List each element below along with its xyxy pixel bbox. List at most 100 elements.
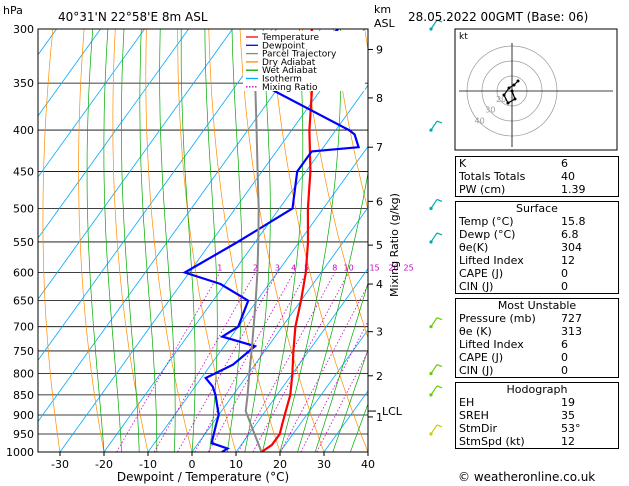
wet-adiabat <box>262 29 304 452</box>
wind-barb-dot <box>429 393 433 397</box>
dry-adiabat <box>333 29 368 211</box>
hodograph-point <box>502 93 506 97</box>
wet-adiabat <box>279 29 342 452</box>
dry-adiabat <box>112 29 149 452</box>
mixing-ratio-label: 15 <box>369 264 379 273</box>
hodograph-unit: kt <box>459 32 468 42</box>
mixing-ratio-line <box>237 272 336 452</box>
wind-barb <box>430 232 438 243</box>
surface-row: Temp (°C) 15.8 <box>456 215 619 228</box>
wet-adiabat <box>297 171 368 452</box>
hodograph-stat-label: StmSpd (kt) <box>459 435 525 448</box>
surface-label: CAPE (J) <box>459 267 504 280</box>
legend-item-label: Dry Adiabat <box>262 58 316 68</box>
km-tick-label: 9 <box>376 43 383 56</box>
most-unstable-table: Most Unstable Pressure (mb) 727 θe (K) 313 L… <box>455 298 619 378</box>
wet-adiabat <box>159 29 176 452</box>
pressure-tick-label: 700 <box>13 321 34 334</box>
legend-item-label: Wet Adiabat <box>262 66 317 76</box>
lcl-label: LCL <box>382 405 403 418</box>
location-title: 40°31'N 22°58'E 8m ASL <box>58 10 208 24</box>
most-unstable-row: θe (K) 313 <box>456 325 619 338</box>
legend-item-label: Dewpoint <box>262 41 305 51</box>
hodograph-stat-row: StmDir 53° <box>456 422 619 435</box>
pressure-tick-label: 450 <box>13 165 34 178</box>
datetime-title: 28.05.2022 00GMT (Base: 06) <box>408 10 588 24</box>
pressure-tick-label: 750 <box>13 345 34 358</box>
credit: © weatheronline.co.uk <box>458 470 596 484</box>
hodograph-point <box>506 101 510 105</box>
hodograph-point <box>510 89 514 93</box>
surface-row: CIN (J) 0 <box>456 280 619 294</box>
surface-value: 12 <box>561 254 575 267</box>
hodograph-title: Hodograph <box>506 383 568 396</box>
hpa-unit-label: hPa <box>3 4 23 17</box>
wind-barb-dot <box>429 240 433 244</box>
dry-adiabat <box>208 29 281 452</box>
hodograph-ring-label: 40 <box>475 116 485 125</box>
x-tick-label: 20 <box>273 458 287 471</box>
pressure-tick-label: 900 <box>13 409 34 422</box>
mixing-ratio-label: 2 <box>253 264 258 273</box>
pressure-tick-label: 950 <box>13 428 34 441</box>
dry-adiabat <box>145 29 193 452</box>
km-unit-label: km <box>374 3 391 16</box>
hodograph-stat-row: StmSpd (kt) 12 <box>456 435 619 449</box>
pressure-tick-label: 600 <box>13 267 34 280</box>
km-tick-label: 3 <box>376 326 383 339</box>
wind-barb-dot <box>429 372 433 376</box>
hodograph-ring-label: 30 <box>485 106 495 115</box>
surface-title: Surface <box>516 202 558 215</box>
indices-value: 1.39 <box>561 183 586 196</box>
hodograph-ring-label: 20 <box>496 95 506 104</box>
hodograph-point <box>512 83 516 87</box>
wind-barb <box>430 385 438 396</box>
km-tick-label: 1 <box>376 411 383 424</box>
wind-barb-flag <box>436 317 443 321</box>
indices-label: PW (cm) <box>459 183 506 196</box>
surface-row: Lifted Index 12 <box>456 254 619 267</box>
surface-value: 304 <box>561 241 582 254</box>
mixing-ratio-label: 5 <box>304 264 309 273</box>
pressure-tick-label: 500 <box>13 202 34 215</box>
indices-row: PW (cm) 1.39 <box>456 183 619 197</box>
hodograph-stat-value: 19 <box>561 396 575 409</box>
km-tick-label: 5 <box>376 239 383 252</box>
wind-barb-flag <box>436 424 443 428</box>
mixing-ratio-line <box>208 272 307 452</box>
most-unstable-value: 313 <box>561 325 582 338</box>
wind-barb <box>430 199 438 209</box>
x-tick-label: -10 <box>139 458 157 471</box>
most-unstable-value: 6 <box>561 338 568 351</box>
x-tick-label: 10 <box>229 458 243 471</box>
most-unstable-title: Most Unstable <box>497 299 577 312</box>
x-axis-title: Dewpoint / Temperature (°C) <box>117 470 289 484</box>
hodograph-point <box>513 97 517 101</box>
hodograph-frame <box>454 28 618 151</box>
indices-table: K 6 Totals Totals 40 PW (cm) 1.39 <box>455 156 619 197</box>
mixing-ratio-line <box>280 284 368 452</box>
wet-adiabat <box>314 281 368 452</box>
surface-value: 0 <box>561 267 568 280</box>
x-tick-label: 40 <box>361 458 375 471</box>
most-unstable-row: CAPE (J) 0 <box>456 351 619 364</box>
mixing-ratio-axis-title: Mixing Ratio (g/kg) <box>388 193 401 297</box>
legend-box <box>243 31 365 91</box>
pressure-tick-label: 300 <box>13 23 34 36</box>
wet-adiabat <box>86 29 105 452</box>
most-unstable-label: Lifted Index <box>459 338 524 351</box>
background-lines <box>38 29 368 452</box>
surface-table: Surface Temp (°C) 15.8 Dewp (°C) 6.8 θe(K) 30… <box>455 201 619 294</box>
mixing-ratio-label: 8 <box>332 264 337 273</box>
wind-barb <box>430 317 438 328</box>
wet-adiabat <box>180 29 196 452</box>
km-tick-label: 7 <box>376 141 383 154</box>
pressure-tick-label: 350 <box>13 77 34 90</box>
pressure-tick-label: 650 <box>13 295 34 308</box>
isotherm-line <box>38 29 321 423</box>
mixing-ratio-label: 4 <box>291 264 296 273</box>
surface-row: θe(K) 304 <box>456 241 619 254</box>
isotherm-line <box>38 29 101 117</box>
wind-barb-dot <box>429 325 433 329</box>
